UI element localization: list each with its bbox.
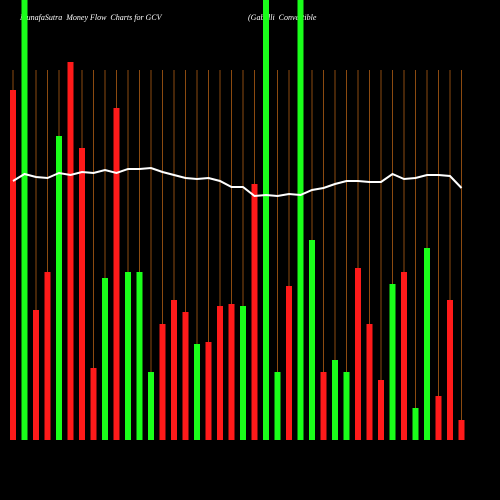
bar bbox=[113, 108, 120, 440]
bar bbox=[102, 278, 108, 440]
bar bbox=[274, 372, 281, 440]
bar bbox=[205, 342, 212, 440]
bar bbox=[378, 380, 384, 440]
bar bbox=[148, 372, 154, 440]
bar bbox=[171, 300, 177, 440]
bar bbox=[412, 408, 419, 440]
bar bbox=[309, 240, 315, 440]
bar bbox=[447, 300, 453, 440]
bar bbox=[194, 344, 200, 440]
bar bbox=[424, 248, 430, 440]
bar bbox=[125, 272, 131, 440]
bar bbox=[33, 310, 39, 440]
bar bbox=[366, 324, 373, 440]
bar bbox=[401, 272, 407, 440]
bar bbox=[136, 272, 143, 440]
bar bbox=[90, 368, 97, 440]
bar bbox=[389, 284, 396, 440]
bar bbox=[263, 0, 269, 440]
bar bbox=[251, 184, 258, 440]
bar bbox=[21, 0, 28, 440]
bar bbox=[343, 372, 350, 440]
bar bbox=[56, 136, 62, 440]
bar bbox=[320, 372, 327, 440]
bar bbox=[159, 324, 166, 440]
bar bbox=[79, 148, 85, 440]
bar bbox=[286, 286, 292, 440]
bar bbox=[297, 0, 304, 440]
chart-subtitle: (Gabelli Convertible bbox=[248, 13, 317, 22]
chart-title: MunafaSutra Money Flow Charts for GCV bbox=[19, 13, 163, 22]
bar bbox=[67, 62, 74, 440]
bar bbox=[435, 396, 442, 440]
bar bbox=[355, 268, 361, 440]
bar bbox=[44, 272, 51, 440]
bar bbox=[10, 90, 16, 440]
flow-line bbox=[12, 166, 463, 198]
bar bbox=[332, 360, 338, 440]
bar bbox=[240, 306, 246, 440]
bar bbox=[458, 420, 465, 440]
bar bbox=[217, 306, 223, 440]
bar bbox=[182, 312, 189, 440]
bar bbox=[228, 304, 235, 440]
